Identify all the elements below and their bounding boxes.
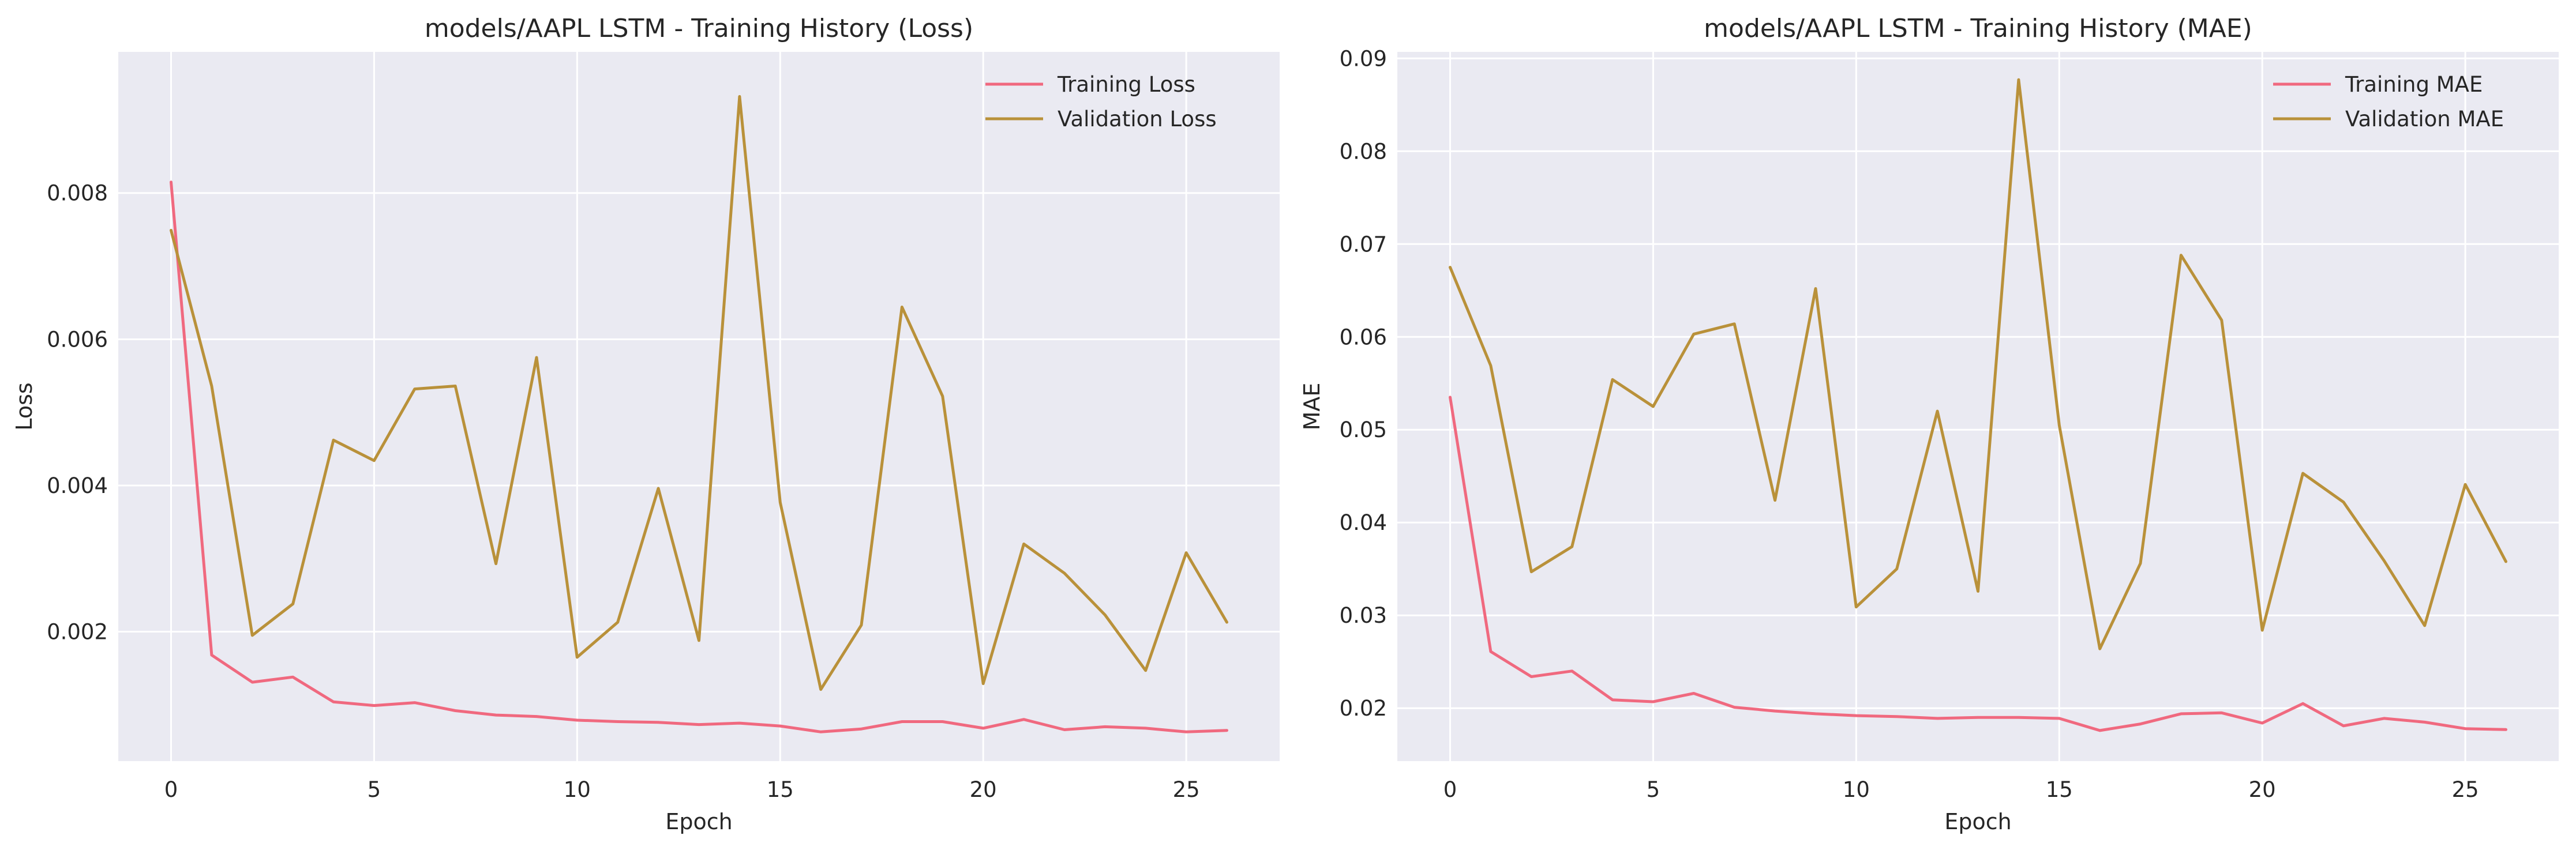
mae-chart: 0 5 10 15 20 25 0.02 0.03 0.04 0.05 0.06 0.07 0.08 0.…	[1299, 14, 2559, 834]
y-axis-label: MAE	[1299, 383, 1325, 431]
x-tick-label: 0	[1443, 777, 1457, 802]
x-tick-label: 15	[767, 777, 794, 802]
y-tick-label: 0.004	[47, 473, 108, 498]
training-loss-line	[170, 180, 1228, 733]
y-tick-label: 0.02	[1340, 696, 1387, 721]
y-tick-label: 0.03	[1340, 603, 1387, 628]
x-tick-label: 5	[1647, 777, 1660, 802]
x-axis-label: Epoch	[1944, 809, 2011, 834]
y-tick-label: 0.002	[47, 620, 108, 645]
x-tick-label: 5	[368, 777, 381, 802]
chart-title: models/AAPL LSTM - Training History (Los…	[425, 14, 973, 43]
plot-area	[1397, 52, 2559, 761]
loss-chart: 0 5 10 15 20 25 0.002 0.004 0.006 0.008 models/AAP…	[12, 14, 1280, 834]
y-tick-label: 0.07	[1340, 232, 1387, 257]
x-tick-label: 0	[164, 777, 178, 802]
y-tick-label: 0.006	[47, 327, 108, 352]
legend-label: Validation MAE	[2345, 107, 2504, 131]
y-tick-label: 0.008	[47, 181, 108, 206]
x-tick-label: 15	[2046, 777, 2073, 802]
legend-label: Training Loss	[1057, 72, 1195, 97]
y-tick-label: 0.05	[1340, 417, 1387, 442]
validation-mae-line	[1449, 78, 2507, 650]
x-tick-label: 20	[2249, 777, 2276, 802]
y-tick-label: 0.09	[1340, 46, 1387, 71]
plot-area	[118, 52, 1280, 761]
x-tick-label: 10	[1843, 777, 1870, 802]
training-mae-line	[1449, 396, 2507, 732]
y-tick-label: 0.04	[1340, 510, 1387, 535]
x-axis-label: Epoch	[665, 809, 732, 834]
y-tick-label: 0.06	[1340, 325, 1387, 349]
y-tick-label: 0.08	[1340, 139, 1387, 164]
x-tick-label: 20	[970, 777, 997, 802]
x-tick-label: 25	[1173, 777, 1200, 802]
validation-loss-line	[170, 95, 1228, 691]
legend-label: Validation Loss	[1058, 107, 1217, 131]
legend-label: Training MAE	[2345, 72, 2483, 97]
chart-title: models/AAPL LSTM - Training History (MAE…	[1704, 14, 2252, 43]
x-tick-label: 25	[2452, 777, 2479, 802]
y-axis-label: Loss	[12, 382, 37, 430]
x-tick-label: 10	[564, 777, 591, 802]
